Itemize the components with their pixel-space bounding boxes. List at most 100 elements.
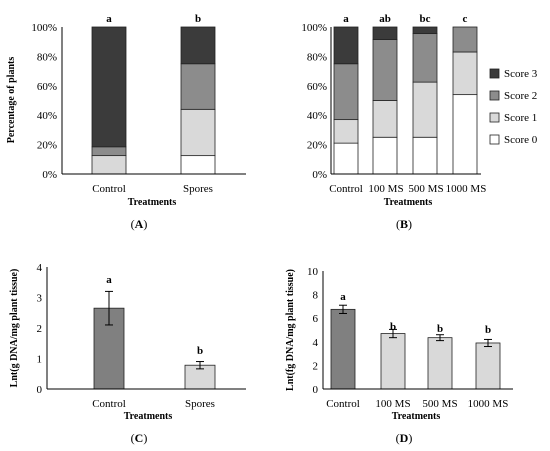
panel-c-letter: b (197, 345, 203, 357)
panel-b-ytick: 60% (307, 81, 327, 93)
panel-b-letter: c (463, 13, 468, 25)
panel-d-yticks: 0 2 4 6 8 10 (307, 266, 319, 396)
bar-segment (412, 26, 438, 35)
bar-segment (372, 39, 398, 101)
bar-segment (333, 26, 359, 65)
panel-d-xtick: Control (326, 398, 360, 410)
panel-b-xtick: 500 MS (408, 183, 443, 195)
panel-d-letter: b (485, 324, 491, 336)
panel-c-ytick: 0 (37, 384, 43, 396)
panel-a-xtick: Control (92, 183, 126, 195)
panel-a-xlabel: Treatments (128, 197, 177, 208)
panel-a-ytick: 20% (37, 140, 57, 152)
panel-b-xtick: 1000 MS (446, 183, 487, 195)
panel-b-ytick: 40% (307, 110, 327, 122)
panel-c-xtick: Control (92, 398, 126, 410)
panel-d-ylabel: Lnt(fg DNA/mg plant tissue) (285, 269, 296, 391)
bar-segment (412, 81, 438, 138)
panel-c-ytick: 1 (37, 354, 43, 366)
bar-segment (91, 146, 127, 157)
panel-a-yticks: 0% 20% 40% 60% 80% 100% (31, 22, 57, 181)
bar (475, 342, 501, 390)
panel-d-xtick: 100 MS (375, 398, 410, 410)
panel-a-letter: a (106, 13, 112, 25)
bar-segment (452, 94, 478, 175)
legend-swatch-score-0 (489, 134, 500, 145)
panel-b-xtick: Control (329, 183, 363, 195)
panel-a-ylabel: Percentage of plants (6, 57, 17, 144)
panel-a-ytick: 100% (31, 22, 57, 34)
panel-c-label: (C) (131, 431, 148, 445)
panel-b-bars (333, 26, 478, 175)
panel-b-ytick: 80% (307, 51, 327, 63)
panel-d-letter: b (437, 323, 443, 335)
legend-swatch-score-1 (489, 112, 500, 123)
panel-b-xtick: 100 MS (368, 183, 403, 195)
panel-b-letter: bc (420, 13, 431, 25)
legend-swatch-score-3 (489, 68, 500, 79)
panel-a-ytick: 80% (37, 51, 57, 63)
panel-b-yticks: 0% 20% 40% 60% 80% 100% (301, 22, 327, 181)
panel-c-ytick: 4 (37, 262, 43, 274)
legend-label: Score 3 (504, 68, 538, 80)
panel-d-xtick: 1000 MS (468, 398, 509, 410)
panel-d-ytick: 4 (313, 337, 319, 349)
bar-segment (412, 136, 438, 175)
panel-c-xtick: Spores (185, 398, 215, 410)
bar-segment (452, 26, 478, 53)
bar-segment (180, 26, 216, 65)
panel-d-ytick: 2 (313, 360, 319, 372)
bar-segment (412, 33, 438, 83)
bar-segment (372, 26, 398, 40)
panel-a-ytick: 40% (37, 110, 57, 122)
panel-b-ytick: 100% (301, 22, 327, 34)
bar-segment (333, 119, 359, 144)
panel-d-xlabel: Treatments (392, 411, 441, 422)
panel-a-bars (91, 26, 216, 175)
panel-b-letter: ab (379, 13, 391, 25)
panel-a: Percentage of plants 0% 20% 40% 60% 80% … (6, 13, 246, 231)
panel-c-bars (93, 290, 216, 390)
legend-label: Score 0 (504, 134, 538, 146)
panel-a-letter: b (195, 13, 201, 25)
panel-d-xtick: 500 MS (422, 398, 457, 410)
legend: Score 3 Score 2 Score 1 Score 0 (489, 68, 538, 146)
panel-d-ytick: 0 (313, 384, 319, 396)
panel-a-ytick: 60% (37, 81, 57, 93)
panel-a-label: (A) (131, 217, 148, 231)
panel-d: Lnt(fg DNA/mg plant tissue) 0 2 4 6 8 10… (285, 266, 513, 445)
bar-segment (180, 155, 216, 175)
panel-c-ytick: 2 (37, 323, 43, 335)
panel-b-letter: a (343, 13, 349, 25)
panel-a-ytick: 0% (42, 169, 57, 181)
panel-d-ytick: 10 (307, 266, 319, 278)
bar (380, 333, 406, 390)
bar-segment (452, 51, 478, 96)
panel-c-yticks: 0 1 2 3 4 (37, 262, 43, 396)
legend-swatch-score-2 (489, 90, 500, 101)
legend-label: Score 1 (504, 112, 537, 124)
bar-segment (372, 100, 398, 138)
bar-segment (180, 63, 216, 110)
legend-label: Score 2 (504, 90, 537, 102)
panel-b-label: (B) (396, 217, 412, 231)
panel-d-bars (330, 304, 501, 390)
bar-segment (333, 63, 359, 121)
bar-segment (91, 155, 127, 175)
bar-segment (180, 108, 216, 157)
panel-d-ytick: 6 (313, 313, 319, 325)
bar (330, 308, 356, 390)
panel-c-ytick: 3 (37, 293, 43, 305)
panel-b: 0% 20% 40% 60% 80% 100% a ab bc c Contro… (301, 13, 537, 231)
panel-b-xlabel: Treatments (384, 197, 433, 208)
panel-b-ytick: 20% (307, 140, 327, 152)
panel-d-ytick: 8 (313, 290, 319, 302)
bar-segment (333, 142, 359, 175)
panel-c: Lnt(g DNA/mg plant tissue) 0 1 2 3 4 a b… (9, 262, 246, 445)
panel-d-letter: a (340, 291, 346, 303)
panel-c-ylabel: Lnt(g DNA/mg plant tissue) (9, 269, 20, 388)
panel-a-xtick: Spores (183, 183, 213, 195)
bar-segment (372, 136, 398, 175)
panel-c-letter: a (106, 274, 112, 286)
